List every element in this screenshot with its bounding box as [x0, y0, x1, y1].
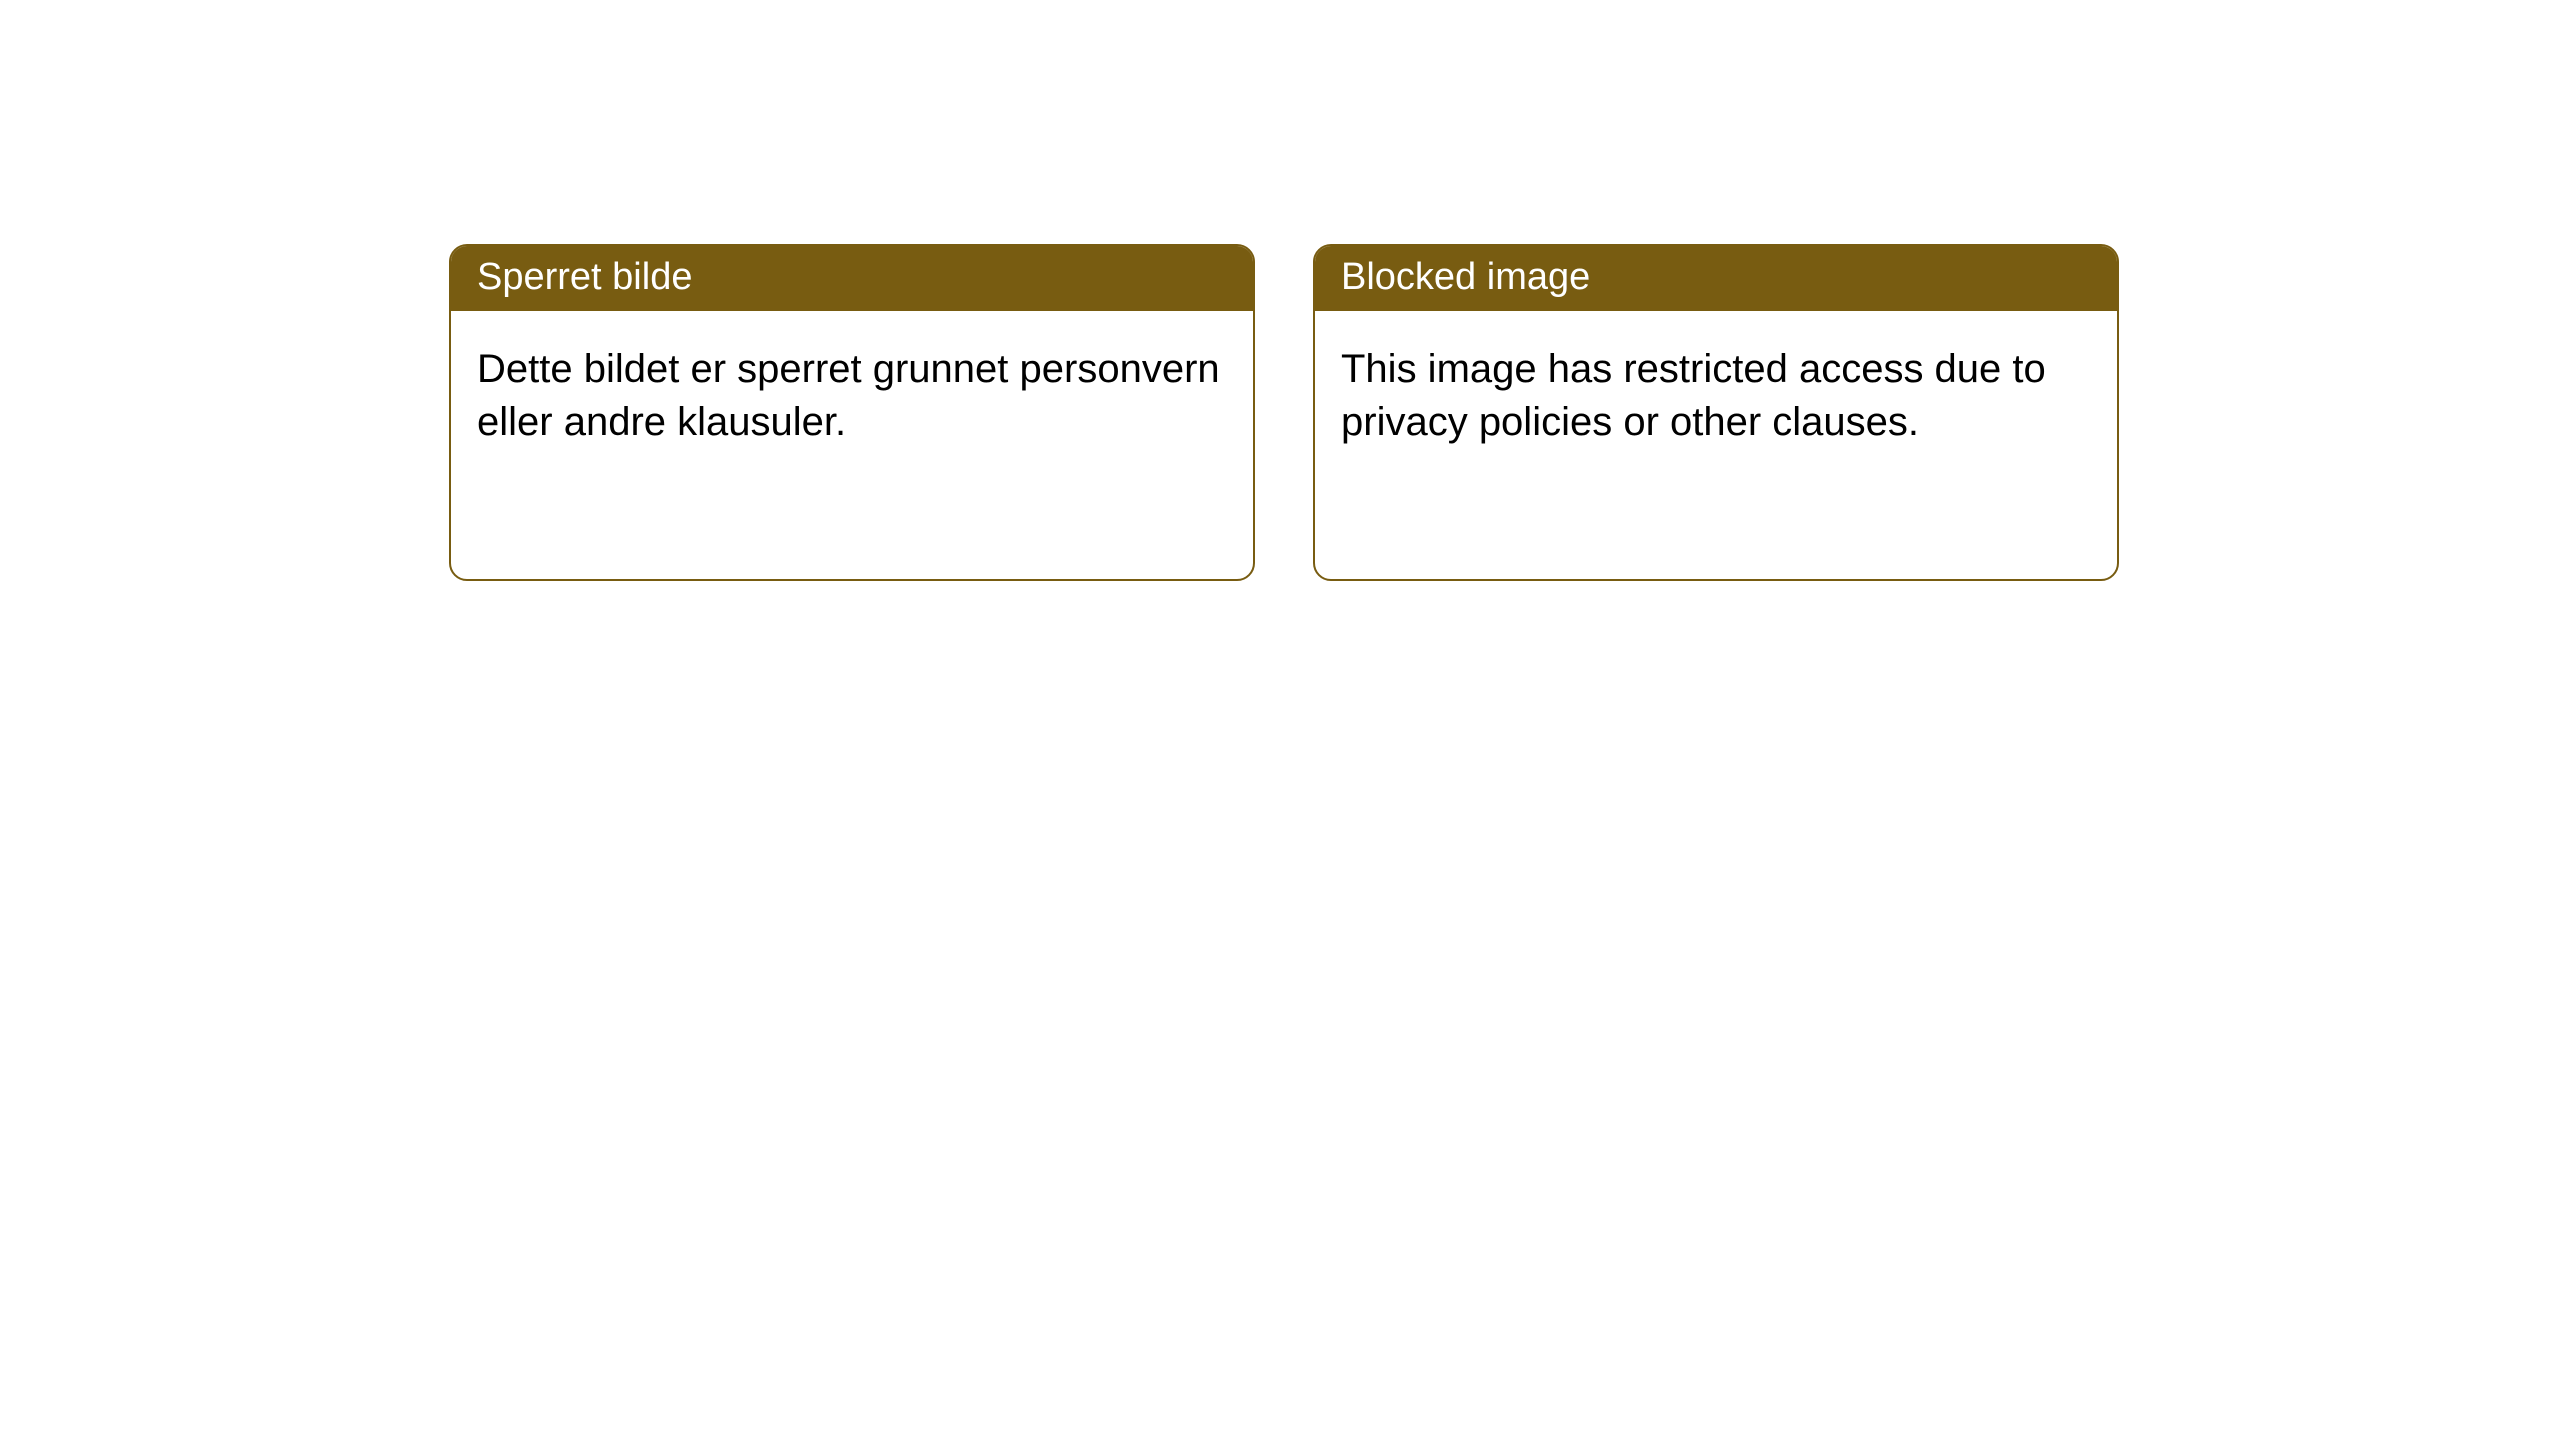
notice-card-norwegian: Sperret bilde Dette bildet er sperret gr…: [449, 244, 1255, 581]
card-message: This image has restricted access due to …: [1341, 343, 2091, 449]
card-body: Dette bildet er sperret grunnet personve…: [451, 311, 1253, 579]
notice-container: Sperret bilde Dette bildet er sperret gr…: [0, 0, 2560, 581]
card-body: This image has restricted access due to …: [1315, 311, 2117, 579]
card-title: Sperret bilde: [477, 256, 692, 298]
card-header: Sperret bilde: [451, 246, 1253, 311]
card-title: Blocked image: [1341, 256, 1590, 298]
notice-card-english: Blocked image This image has restricted …: [1313, 244, 2119, 581]
card-message: Dette bildet er sperret grunnet personve…: [477, 343, 1227, 449]
card-header: Blocked image: [1315, 246, 2117, 311]
